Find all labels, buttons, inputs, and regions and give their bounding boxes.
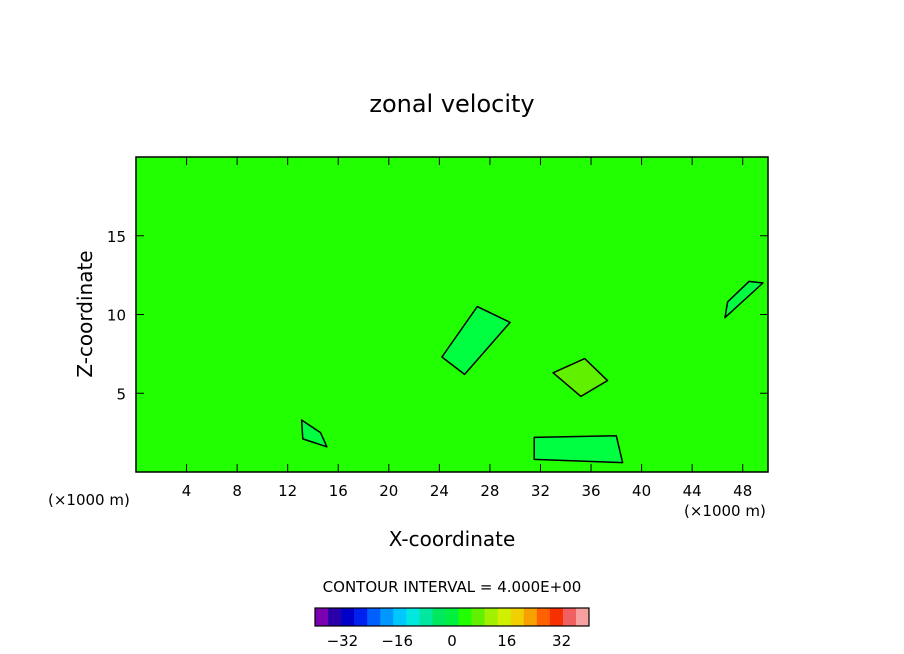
colorbar-swatch <box>536 608 551 626</box>
colorbar-swatch <box>497 608 512 626</box>
x-axis-unit-left: (×1000 m) <box>48 491 130 509</box>
x-axis-ticks: 4 8 12 16 20 24 28 32 36 40 44 48 <box>182 157 752 500</box>
x-axis-label: X-coordinate <box>389 527 516 551</box>
x-tick-label: 36 <box>581 482 600 500</box>
colorbar-swatch <box>406 608 420 626</box>
colorbar-swatch <box>393 608 407 626</box>
contour-region-low-band-1 <box>533 435 624 464</box>
colorbar-swatch <box>510 608 525 626</box>
x-tick-label: 28 <box>480 482 499 500</box>
colorbar-swatch <box>523 608 538 626</box>
colorbar-swatch <box>575 608 590 626</box>
colorbar-swatch <box>380 608 394 626</box>
colorbar-outline <box>314 607 590 627</box>
x-tick-label: 48 <box>733 482 752 500</box>
chart-title: zonal velocity <box>369 90 534 118</box>
colorbar <box>314 607 590 627</box>
colorbar-tick-label: −32 <box>327 632 359 650</box>
colorbar-swatch <box>471 608 485 626</box>
x-tick-label: 12 <box>278 482 297 500</box>
y-tick-label: 15 <box>107 228 126 246</box>
y-tick-label: 10 <box>107 307 126 325</box>
x-tick-label: 24 <box>430 482 449 500</box>
colorbar-swatch <box>419 608 433 626</box>
colorbar-swatch <box>367 608 381 626</box>
contour-interval-label: CONTOUR INTERVAL = 4.000E+00 <box>323 578 582 596</box>
x-tick-label: 40 <box>632 482 651 500</box>
colorbar-tick-label: 0 <box>447 632 457 650</box>
x-tick-label: 4 <box>182 482 192 500</box>
colorbar-swatch <box>432 608 446 626</box>
contour-region-mid-right <box>552 357 609 398</box>
colorbar-swatch <box>445 608 459 626</box>
colorbar-swatch <box>484 608 498 626</box>
x-tick-label: 20 <box>379 482 398 500</box>
x-axis-unit-right: (×1000 m) <box>684 502 766 520</box>
colorbar-swatch <box>562 608 577 626</box>
colorbar-tick-label: −16 <box>381 632 413 650</box>
x-tick-label: 44 <box>683 482 702 500</box>
colorbar-swatch <box>328 608 342 626</box>
colorbar-ticks: −32 −16 0 16 32 <box>327 632 572 650</box>
x-tick-label: 32 <box>531 482 550 500</box>
colorbar-swatch <box>315 608 329 626</box>
x-tick-label: 8 <box>232 482 242 500</box>
colorbar-swatch <box>549 608 564 626</box>
y-axis-ticks: 5 10 15 <box>107 228 768 403</box>
contour-region-upper-center <box>441 305 511 376</box>
colorbar-swatch <box>341 608 355 626</box>
colorbar-tick-label: 16 <box>497 632 516 650</box>
y-axis-label: Z-coordinate <box>73 250 97 377</box>
contour-layer <box>300 280 764 464</box>
colorbar-swatch <box>458 608 472 626</box>
plot-area <box>135 156 769 473</box>
x-tick-label: 16 <box>329 482 348 500</box>
contour-region-upper-right <box>724 280 764 319</box>
colorbar-tick-label: 32 <box>552 632 571 650</box>
colorbar-swatch <box>354 608 368 626</box>
y-tick-label: 5 <box>116 385 126 403</box>
contour-region-low-band-2 <box>300 419 328 448</box>
